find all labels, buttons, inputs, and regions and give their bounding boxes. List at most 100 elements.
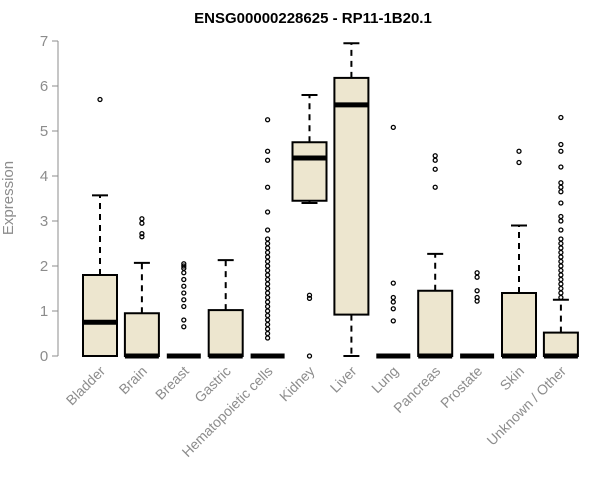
outlier-point	[558, 164, 564, 170]
outlier-point	[181, 324, 187, 330]
outlier-point	[558, 189, 564, 195]
outlier-point	[181, 317, 187, 323]
box-hematopoietic-cells	[250, 117, 285, 359]
outlier-point	[264, 285, 271, 292]
box-body	[417, 289, 454, 357]
outlier-point	[558, 141, 564, 148]
outlier-point	[558, 290, 564, 296]
box-brain	[123, 216, 160, 359]
box-skin	[501, 148, 537, 359]
outlier-point	[264, 276, 271, 283]
box-body	[542, 331, 579, 358]
outlier-point	[264, 258, 271, 265]
x-category-label: Bladder	[63, 363, 109, 409]
outlier-point	[264, 308, 271, 314]
outlier-point	[558, 218, 564, 224]
outlier-point	[181, 270, 187, 276]
outlier-point	[181, 297, 187, 303]
outlier-point	[181, 303, 187, 310]
x-category-label: Prostate	[437, 363, 485, 411]
outlier-point	[264, 290, 271, 296]
chart-title: ENSG00000228625 - RP11-1B20.1	[194, 10, 432, 27]
box-body	[82, 274, 118, 357]
boxes-group	[82, 42, 579, 359]
outlier-point	[181, 261, 187, 267]
y-tick-label: 7	[40, 33, 48, 50]
outlier-point	[558, 184, 564, 190]
outlier-point	[264, 117, 271, 123]
box-bladder	[82, 96, 118, 357]
x-category-label: Skin	[497, 363, 528, 394]
outlier-point	[264, 209, 271, 215]
outlier-point	[558, 294, 564, 301]
y-tick-label: 5	[40, 123, 48, 140]
outlier-point	[139, 230, 145, 237]
outlier-point	[558, 281, 564, 287]
outlier-point	[558, 258, 564, 265]
outlier-point	[474, 288, 480, 294]
outlier-point	[390, 280, 396, 286]
y-axis-label: Expression	[0, 161, 17, 235]
outlier-point	[264, 245, 271, 251]
outlier-point	[558, 148, 564, 154]
box-unknown-other	[542, 114, 579, 359]
outlier-point	[264, 263, 271, 269]
outlier-point	[264, 299, 271, 305]
outlier-point	[264, 157, 271, 163]
outlier-point	[390, 294, 396, 301]
y-axis: 0 1 2 3 4 5 6 7	[40, 33, 59, 365]
outlier-point	[181, 276, 187, 283]
box-body	[291, 141, 328, 202]
outlier-point	[558, 263, 564, 269]
box-gastric	[207, 259, 244, 359]
outlier-point	[181, 263, 187, 269]
outlier-point	[264, 240, 271, 247]
box-body	[123, 312, 160, 357]
box-pancreas	[417, 153, 454, 359]
outlier-point	[558, 276, 564, 283]
outlier-point	[558, 240, 564, 247]
outlier-point	[432, 157, 438, 163]
outlier-point	[97, 96, 103, 103]
outlier-point	[558, 114, 564, 121]
box-liver	[333, 42, 370, 357]
box-body	[207, 309, 244, 358]
box-prostate	[460, 270, 495, 359]
outlier-point	[264, 236, 271, 242]
outlier-point	[558, 227, 564, 233]
outlier-point	[558, 272, 564, 278]
outlier-point	[390, 306, 396, 312]
outlier-point	[264, 330, 271, 337]
outlier-point	[264, 303, 271, 310]
outlier-point	[306, 295, 313, 302]
outlier-point	[390, 318, 396, 324]
outlier-point	[181, 283, 187, 289]
box-breast	[166, 261, 201, 359]
outlier-point	[264, 321, 271, 328]
outlier-point	[306, 353, 313, 359]
outlier-point	[558, 200, 564, 206]
x-category-label: Breast	[152, 363, 192, 403]
outlier-point	[264, 294, 271, 301]
outlier-point	[432, 166, 438, 172]
outlier-point	[264, 317, 271, 323]
outlier-point	[306, 292, 313, 298]
x-category-label: Kidney	[276, 363, 318, 405]
outlier-point	[264, 254, 271, 260]
x-category-label: Lung	[368, 363, 401, 396]
outlier-point	[264, 281, 271, 287]
x-category-label: Pancreas	[390, 363, 443, 416]
box-body	[501, 292, 537, 357]
outlier-point	[264, 312, 271, 319]
y-tick-label: 6	[40, 78, 48, 95]
x-category-label: Unknown / Other	[483, 363, 569, 449]
x-category-label: Brain	[116, 363, 150, 397]
outlier-point	[474, 274, 480, 280]
outlier-point	[558, 267, 564, 274]
outlier-point	[558, 245, 564, 251]
outlier-point	[390, 124, 396, 131]
outlier-point	[558, 249, 564, 256]
y-tick-label: 2	[40, 258, 48, 275]
